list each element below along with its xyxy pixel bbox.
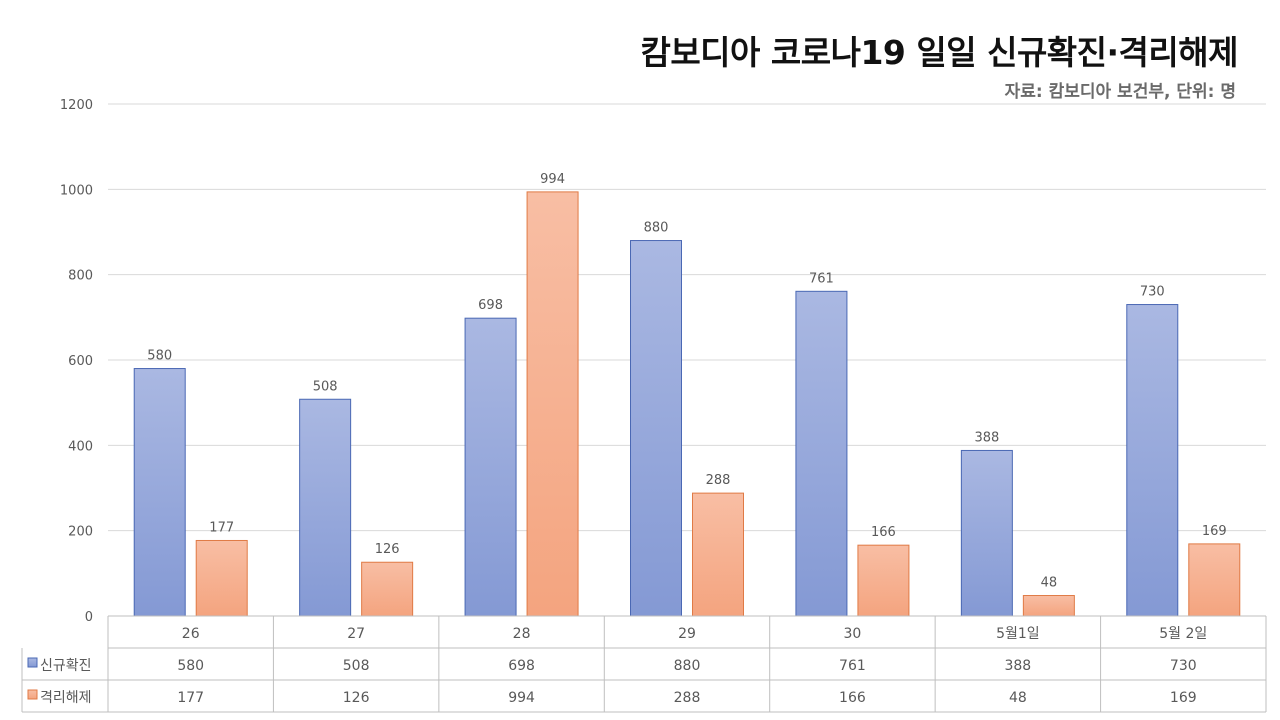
bar-released [361, 561, 414, 617]
data-label: 880 [644, 221, 669, 236]
y-tick-label: 600 [68, 354, 93, 369]
y-tick-label: 1200 [60, 98, 93, 113]
bar-released [526, 191, 579, 617]
legend-label: 신규확진 [40, 658, 92, 674]
bars [133, 191, 1241, 617]
x-tick-label: 27 [347, 626, 365, 642]
data-label: 169 [1202, 524, 1227, 539]
chart-subtitle: 자료: 캄보디아 보건부, 단위: 명 [1004, 82, 1236, 102]
chart-title: 캄보디아 코로나19 일일 신규확진·격리해제 [640, 33, 1238, 72]
gridlines [108, 103, 1266, 617]
legend-key-released [27, 689, 38, 700]
table-cell: 994 [508, 690, 535, 706]
table-cell: 177 [177, 690, 204, 706]
bar-confirmed [1126, 304, 1179, 617]
data-label: 761 [809, 271, 834, 286]
table-cell: 48 [1009, 690, 1027, 706]
bar-released [1022, 595, 1075, 617]
data-label: 580 [147, 349, 172, 364]
table-cell: 580 [177, 658, 204, 674]
x-tick-label: 30 [844, 626, 862, 642]
bar-released [1188, 543, 1241, 617]
y-tick-label: 800 [68, 269, 93, 284]
table-cell: 761 [839, 658, 866, 674]
data-label: 126 [375, 542, 400, 557]
bar-released [857, 544, 910, 617]
table-cell: 288 [674, 690, 701, 706]
bar-confirmed [960, 449, 1013, 617]
data-label: 288 [706, 473, 731, 488]
table-cell: 169 [1170, 690, 1197, 706]
bar-confirmed [795, 290, 848, 617]
table-cell: 880 [674, 658, 701, 674]
bar-released [195, 539, 248, 617]
bar-confirmed [464, 317, 517, 617]
data-label: 698 [478, 298, 503, 313]
bar-confirmed [299, 398, 352, 617]
legend-key-confirmed [27, 657, 38, 668]
y-tick-label: 1000 [60, 183, 93, 198]
data-label: 177 [209, 520, 234, 535]
data-label: 508 [313, 379, 338, 394]
x-tick-label: 28 [513, 626, 531, 642]
x-tick-label: 29 [678, 626, 696, 642]
data-label: 730 [1140, 285, 1165, 300]
data-labels: 580 508 698 880 761 388 730 177 126 994 288 166 48 16… [147, 172, 1226, 591]
table-cell: 126 [343, 690, 370, 706]
data-label: 388 [974, 430, 999, 445]
table-cell: 388 [1004, 658, 1031, 674]
y-tick-label: 0 [85, 610, 93, 625]
table-cell: 730 [1170, 658, 1197, 674]
bar-confirmed [630, 240, 682, 617]
y-tick-label: 200 [68, 525, 93, 540]
x-tick-label: 26 [182, 626, 200, 642]
x-tick-label: 5월 2일 [1159, 626, 1207, 642]
table-cell: 698 [508, 658, 535, 674]
data-label: 48 [1041, 576, 1058, 591]
x-tick-label: 5월1일 [996, 626, 1040, 642]
y-tick-label: 400 [68, 439, 93, 454]
table-cell: 166 [839, 690, 866, 706]
data-label: 166 [871, 525, 896, 540]
bar-confirmed [133, 368, 186, 617]
bar-released [692, 492, 744, 617]
data-label: 994 [540, 172, 565, 187]
table-cell: 508 [343, 658, 370, 674]
legend-label: 격리해제 [40, 690, 92, 706]
y-axis: 0 200 400 600 800 1000 1200 [60, 98, 93, 625]
